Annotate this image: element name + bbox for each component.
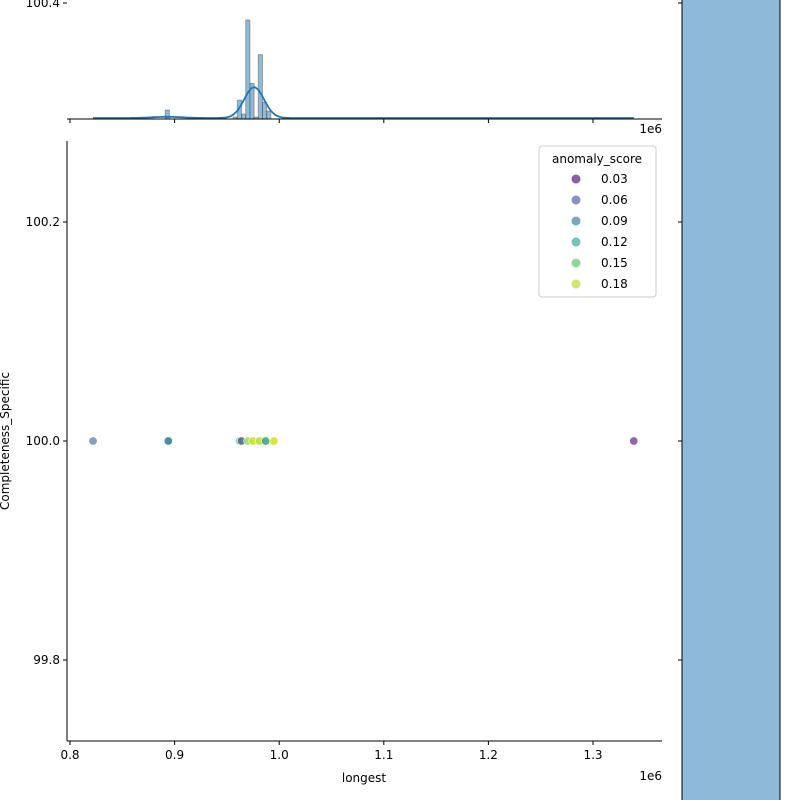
x-tick-label: 1.2	[479, 748, 498, 762]
legend-label: 0.18	[601, 277, 628, 291]
x-tick-label: 1.1	[374, 748, 393, 762]
histogram-bar	[245, 19, 251, 120]
marginal-y-bar	[681, 0, 781, 800]
scatter-point	[163, 436, 173, 446]
legend-title: anomaly_score	[552, 152, 642, 166]
scatter-point	[269, 436, 279, 446]
legend-marker	[571, 237, 581, 247]
y-axis-label: Completeness_Specific	[0, 372, 12, 510]
scatter-point	[261, 436, 271, 446]
y-tick-label: 100.4	[26, 0, 60, 10]
legend-label: 0.03	[601, 172, 628, 186]
top-marginal-histogram	[93, 19, 634, 120]
right-marginal-histogram	[681, 0, 781, 800]
x-axis-ticks: 0.8 0.9 1.0 1.1 1.2 1.3	[60, 741, 603, 762]
legend-frame	[538, 145, 657, 298]
legend-marker	[571, 174, 581, 184]
legend-marker	[571, 216, 581, 226]
x-tick-label: 0.9	[165, 748, 184, 762]
scatter-point	[629, 436, 639, 446]
x-offset-label: 1e6	[639, 769, 662, 783]
x-tick-label: 1.3	[583, 748, 602, 762]
legend: anomaly_score 0.03 0.06 0.09 0.12 0.15 0.18	[538, 145, 657, 298]
y-tick-label: 100.2	[26, 215, 60, 229]
histogram-bar	[257, 54, 263, 120]
x-axis-label: longest	[342, 771, 387, 785]
y-tick-label: 100.0	[26, 434, 60, 448]
legend-marker	[571, 258, 581, 268]
legend-marker	[571, 279, 581, 289]
scatter-point	[88, 436, 98, 446]
right-marginal-ticks	[678, 2, 682, 661]
legend-label: 0.06	[601, 193, 628, 207]
legend-entries: 0.03 0.06 0.09 0.12 0.15 0.18	[571, 172, 628, 291]
x-tick-label: 0.8	[60, 748, 79, 762]
histogram-bar	[241, 113, 247, 120]
top-marginal-ticks	[69, 119, 594, 123]
histogram-bar	[266, 110, 272, 120]
scatter-points	[88, 436, 639, 446]
legend-label: 0.09	[601, 214, 628, 228]
x-tick-label: 1.0	[270, 748, 289, 762]
top-offset-label: 1e6	[639, 122, 662, 136]
legend-label: 0.15	[601, 256, 628, 270]
kde-curve	[93, 86, 634, 119]
legend-label: 0.12	[601, 235, 628, 249]
y-tick-label: 99.8	[33, 653, 60, 667]
legend-marker	[571, 195, 581, 205]
